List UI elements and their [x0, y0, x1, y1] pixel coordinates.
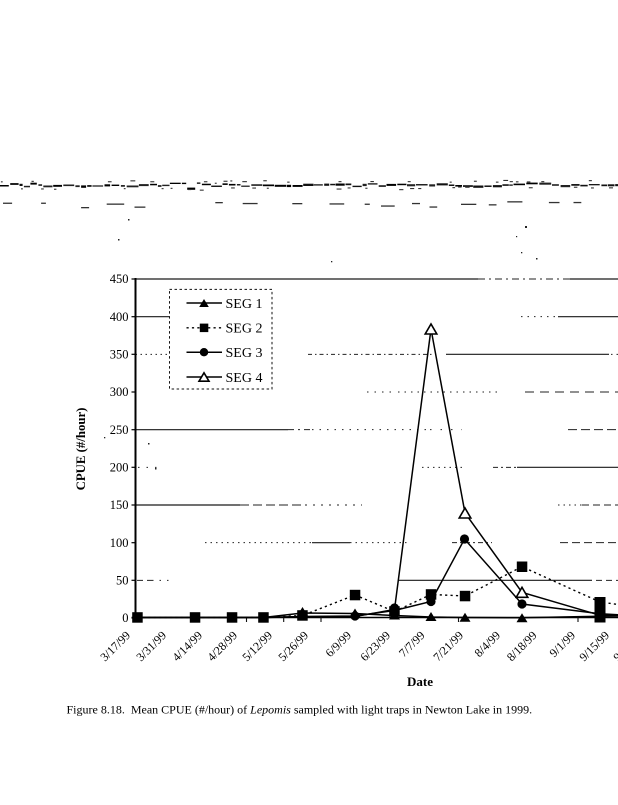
- svg-text:400: 400: [110, 310, 129, 324]
- svg-text:0: 0: [122, 611, 128, 625]
- svg-text:200: 200: [110, 461, 129, 475]
- svg-text:SEG 1: SEG 1: [226, 297, 263, 312]
- svg-text:150: 150: [110, 498, 129, 512]
- svg-text:Figure 8.18. Mean CPUE (#/hou: Figure 8.18. Mean CPUE (#/hour) of Lepom…: [67, 703, 533, 717]
- svg-text:450: 450: [110, 272, 129, 286]
- svg-text:CPUE (#/hour): CPUE (#/hour): [74, 408, 88, 491]
- svg-text:350: 350: [110, 348, 129, 362]
- svg-text:50: 50: [116, 574, 129, 588]
- svg-text:SEG 3: SEG 3: [226, 346, 263, 361]
- svg-text:Date: Date: [407, 674, 433, 689]
- svg-text:SEG 4: SEG 4: [226, 371, 263, 386]
- svg-text:100: 100: [110, 536, 129, 550]
- svg-text:300: 300: [110, 385, 129, 399]
- svg-text:SEG 2: SEG 2: [226, 322, 263, 337]
- svg-text:250: 250: [110, 423, 129, 437]
